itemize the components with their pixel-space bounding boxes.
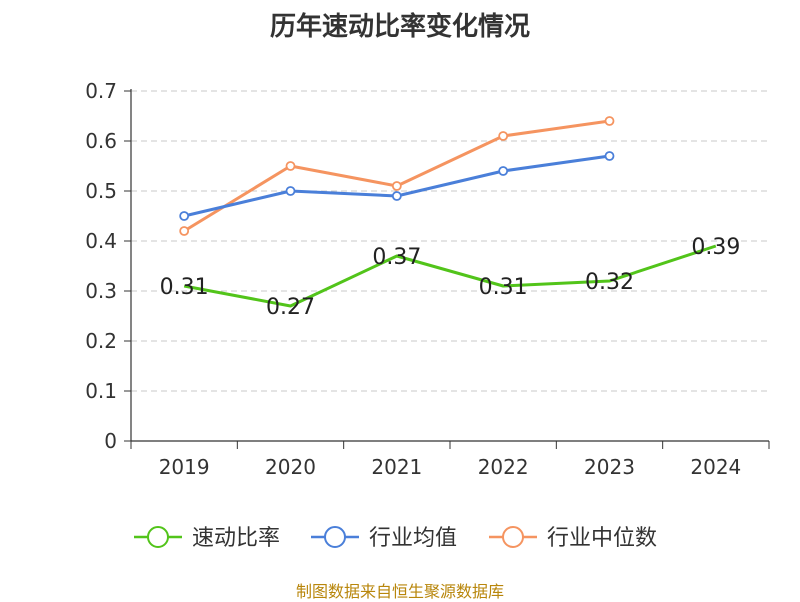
data-label: 0.37: [372, 245, 421, 270]
chart-title: 历年速动比率变化情况: [269, 12, 530, 42]
legend-label: 行业中位数: [547, 526, 657, 551]
y-tick-label: 0: [104, 429, 117, 453]
legend-marker: [147, 526, 169, 548]
legend-marker: [324, 526, 346, 548]
data-label: 0.27: [266, 295, 315, 320]
x-tick-label: 2020: [265, 455, 316, 479]
y-tick-label: 0.1: [85, 379, 117, 403]
y-tick-label: 0.2: [85, 329, 117, 353]
data-label: 0.31: [160, 275, 209, 300]
data-point: [604, 151, 615, 161]
data-point: [285, 186, 296, 196]
y-tick-label: 0.7: [85, 79, 117, 103]
x-tick-label: 2024: [690, 455, 741, 479]
data-point: [179, 226, 190, 236]
legend-label: 速动比率: [192, 526, 280, 551]
data-label: 0.31: [479, 275, 528, 300]
data-label: 0.39: [691, 235, 740, 260]
legend-marker: [502, 526, 524, 548]
data-label: 0.32: [585, 270, 634, 295]
data-point: [179, 211, 190, 221]
y-tick-label: 0.5: [85, 179, 117, 203]
y-tick-label: 0.6: [85, 129, 117, 153]
y-tick-label: 0.4: [85, 229, 117, 253]
series-line-0: [183, 244, 717, 308]
y-tick-label: 0.3: [85, 279, 117, 303]
source-footer: 制图数据来自恒生聚源数据库: [295, 582, 504, 601]
series-line-2: [183, 119, 610, 233]
x-tick-label: 2023: [584, 455, 635, 479]
x-tick-label: 2019: [159, 455, 210, 479]
x-tick-label: 2022: [478, 455, 529, 479]
data-point: [498, 166, 509, 176]
x-tick-label: 2021: [371, 455, 422, 479]
data-point: [498, 131, 509, 141]
legend-label: 行业均值: [369, 526, 457, 551]
data-point: [285, 161, 296, 171]
data-point: [391, 191, 402, 201]
data-point: [604, 116, 615, 126]
data-point: [391, 181, 402, 191]
